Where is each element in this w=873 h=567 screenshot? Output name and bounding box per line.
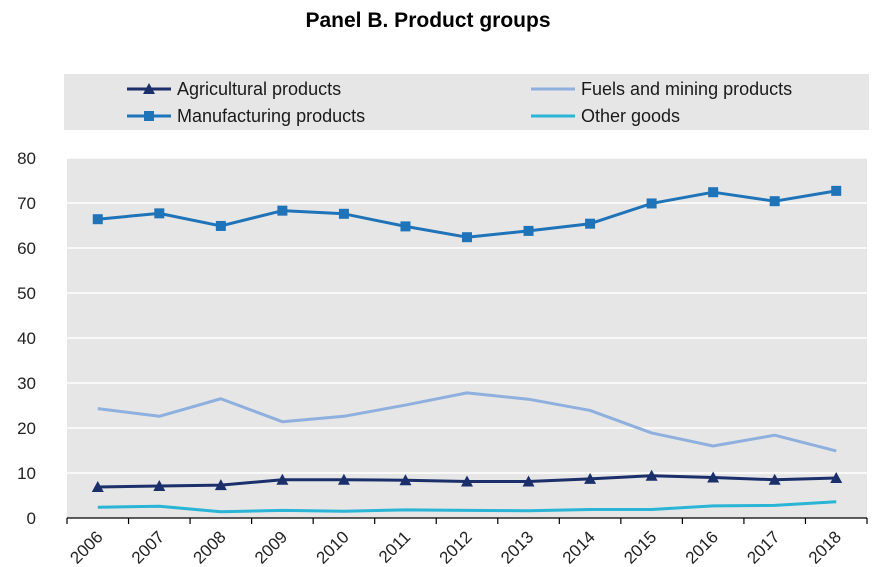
x-tick-label-2008: 2008 [189,527,229,567]
y-axis: 0 10 20 30 40 50 60 70 80 [17,149,36,528]
data-point-2006 [93,214,103,224]
x-tick-label-2006: 2006 [66,527,106,567]
data-point-2013 [524,226,534,236]
y-tick-label-20: 20 [17,419,36,438]
y-tick-label-80: 80 [17,149,36,168]
x-tick-label-2018: 2018 [805,527,845,567]
data-point-2017 [770,196,780,206]
x-axis: 2006 2007 2008 2009 2010 2011 2012 2013 2014 2015… [66,518,867,567]
y-tick-label-70: 70 [17,194,36,213]
data-point-2012 [462,232,472,242]
data-point-2007 [154,208,164,218]
y-tick-label-10: 10 [17,464,36,483]
legend-label: Agricultural products [177,79,341,99]
data-point-2016 [708,187,718,197]
data-point-2015 [647,198,657,208]
legend-label: Manufacturing products [177,106,365,126]
chart-title: Panel B. Product groups [305,9,550,32]
data-point-2018 [831,186,841,196]
data-point-2008 [216,221,226,231]
y-tick-label-30: 30 [17,374,36,393]
x-tick-label-2013: 2013 [497,527,537,567]
y-tick-label-40: 40 [17,329,36,348]
x-tick-label-2011: 2011 [375,527,414,566]
legend-marker [144,111,154,121]
data-point-2010 [339,209,349,219]
x-tick-label-2016: 2016 [682,527,722,567]
data-point-2014 [585,219,595,229]
data-point-2009 [277,206,287,216]
x-tick-label-2017: 2017 [743,527,783,567]
x-tick-label-2015: 2015 [620,527,660,567]
y-tick-label-60: 60 [17,239,36,258]
x-tick-label-2012: 2012 [436,527,476,567]
data-point-2011 [400,221,410,231]
legend-label: Fuels and mining products [581,79,792,99]
legend-label: Other goods [581,106,680,126]
y-tick-label-50: 50 [17,284,36,303]
x-tick-label-2009: 2009 [251,527,291,567]
y-tick-label-0: 0 [27,509,36,528]
x-tick-label-2010: 2010 [313,527,353,567]
x-tick-label-2007: 2007 [128,527,168,567]
x-tick-label-2014: 2014 [559,527,599,567]
